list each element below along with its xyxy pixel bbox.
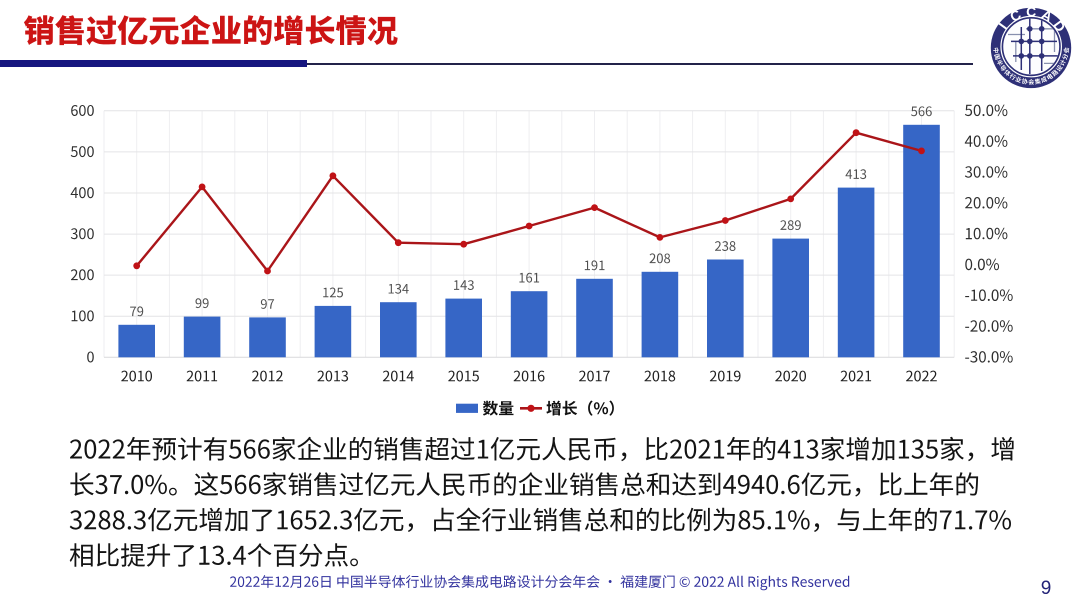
svg-text:9: 9 [1041,578,1052,599]
svg-text:C: C [1026,4,1036,20]
